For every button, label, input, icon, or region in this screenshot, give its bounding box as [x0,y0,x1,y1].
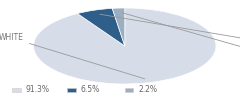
Text: 6.5%: 6.5% [81,86,100,94]
Bar [12,88,21,92]
Wedge shape [112,8,125,46]
Wedge shape [77,8,125,46]
Bar [125,88,133,92]
Text: WHITE: WHITE [0,34,145,79]
Text: HISPANIC: HISPANIC [100,14,240,46]
Text: 2.2%: 2.2% [138,86,157,94]
Text: BLACK: BLACK [122,13,240,56]
Bar [67,88,76,92]
Text: 91.3%: 91.3% [25,86,49,94]
Wedge shape [34,8,216,84]
